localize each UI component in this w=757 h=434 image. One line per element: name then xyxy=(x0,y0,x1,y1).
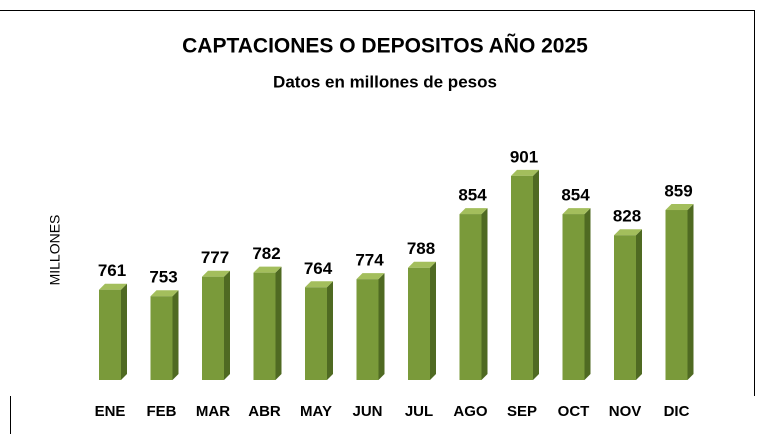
bar xyxy=(356,279,379,380)
bar-side xyxy=(172,290,179,380)
x-tick-label: OCT xyxy=(558,403,590,420)
x-tick-label: AGO xyxy=(453,403,488,420)
bar-top xyxy=(356,273,385,280)
bar-side xyxy=(275,266,282,380)
bar-side xyxy=(584,208,591,380)
y-axis-label: MILLONES xyxy=(47,215,63,286)
bar-top xyxy=(562,208,591,215)
bar xyxy=(459,214,482,380)
value-label: 774 xyxy=(355,251,384,270)
value-label: 828 xyxy=(613,207,641,226)
value-label: 764 xyxy=(304,259,333,278)
x-tick-label: SEP xyxy=(507,403,537,420)
value-label: 761 xyxy=(98,261,126,280)
bar xyxy=(562,214,585,380)
bar xyxy=(99,289,121,380)
bar-top xyxy=(459,208,488,215)
bar-top xyxy=(511,169,539,176)
bar-side xyxy=(121,283,127,380)
bar-side xyxy=(378,273,385,380)
value-label: 854 xyxy=(561,186,590,205)
bar xyxy=(253,272,276,380)
bar xyxy=(511,175,533,380)
bar xyxy=(305,287,327,380)
x-tick-label: ABR xyxy=(248,403,281,420)
bar-side xyxy=(636,229,642,380)
value-label: 788 xyxy=(407,239,435,258)
x-tick-label: MAY xyxy=(300,403,332,420)
value-label: 753 xyxy=(149,268,177,287)
value-label: 859 xyxy=(664,181,692,200)
bar-top xyxy=(253,266,282,273)
x-tick-label: NOV xyxy=(609,403,642,420)
value-label: 901 xyxy=(510,147,538,166)
bar xyxy=(665,210,688,380)
value-label: 782 xyxy=(252,244,280,263)
bar-top xyxy=(202,270,230,277)
x-tick-label: ENE xyxy=(95,403,126,420)
bar-side xyxy=(224,270,230,380)
bar xyxy=(408,267,430,380)
bar-side xyxy=(327,281,333,380)
bar-top xyxy=(408,261,436,268)
x-tick-label: JUL xyxy=(405,403,433,420)
bar-top xyxy=(665,204,694,211)
chart-title: CAPTACIONES O DEPOSITOS AÑO 2025 xyxy=(182,35,588,58)
bar-top xyxy=(305,281,333,288)
value-label: 777 xyxy=(201,248,229,267)
x-tick-label: DIC xyxy=(664,403,690,420)
bar xyxy=(202,276,224,380)
bar-side xyxy=(430,261,436,380)
bar-side xyxy=(687,204,694,380)
bar-side xyxy=(481,208,488,380)
value-label: 854 xyxy=(458,186,487,205)
bar xyxy=(614,235,636,380)
bar xyxy=(150,296,173,380)
bar-side xyxy=(533,169,539,380)
bar-top xyxy=(614,229,642,236)
x-tick-label: MAR xyxy=(196,403,230,420)
bar-top xyxy=(150,290,179,297)
x-tick-label: FEB xyxy=(147,403,177,420)
chart-subtitle: Datos en millones de pesos xyxy=(273,72,497,91)
bar-top xyxy=(99,283,127,290)
x-tick-label: JUN xyxy=(352,403,382,420)
